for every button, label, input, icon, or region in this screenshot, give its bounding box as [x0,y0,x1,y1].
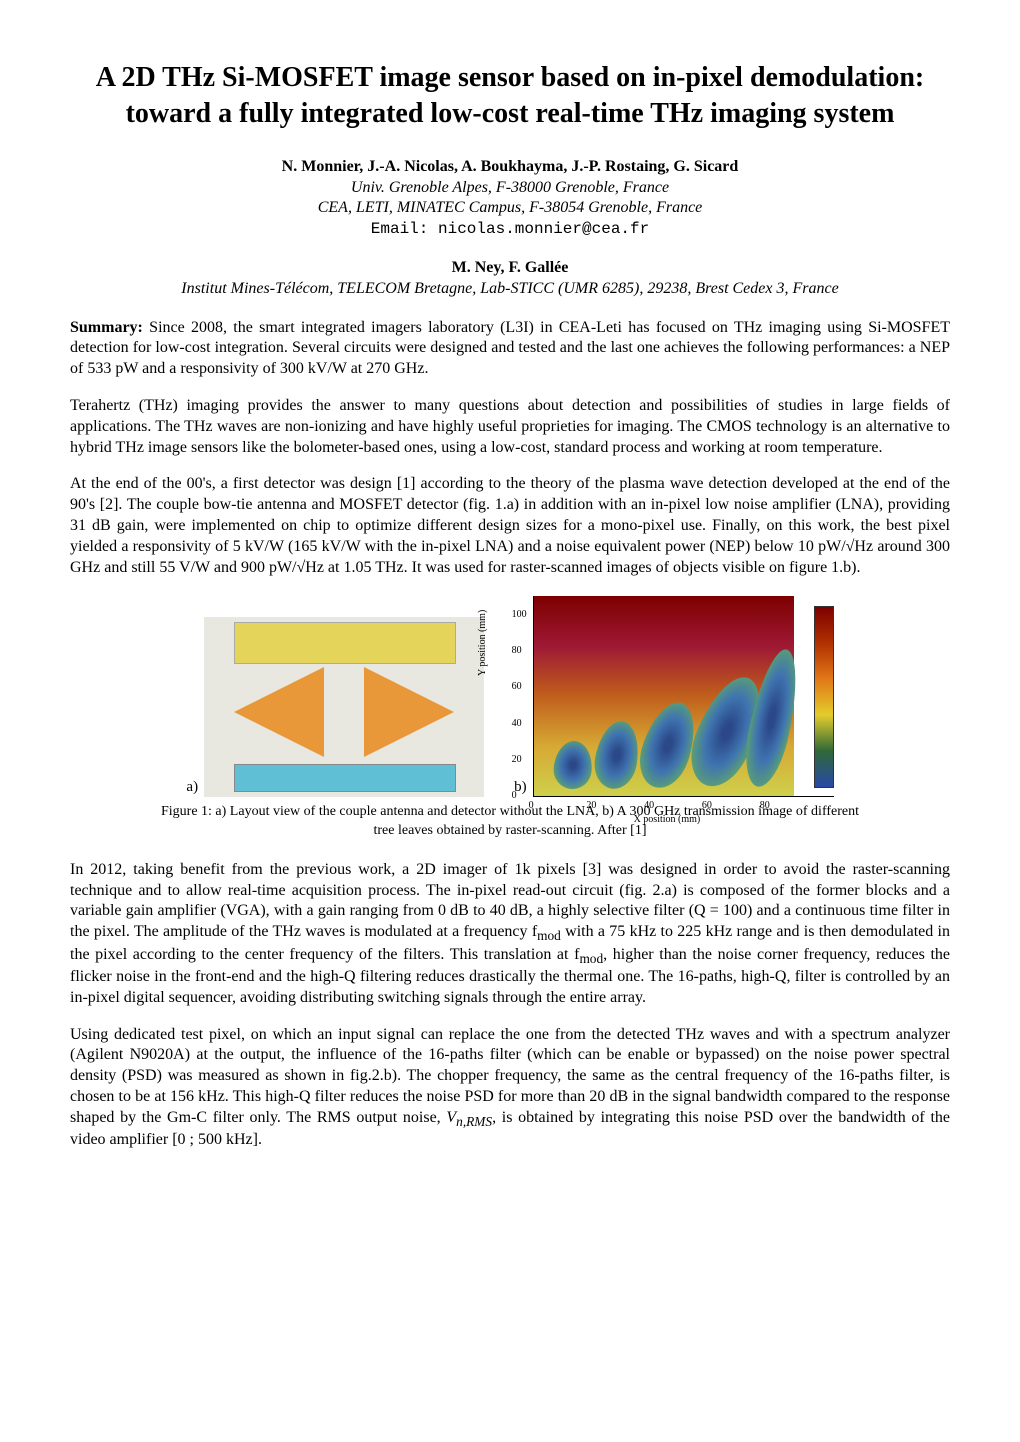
figure-1b-wrap: b) Y position (mm) X position (mm) 02040… [514,596,834,797]
email-address: nicolas.monnier@cea.fr [438,220,649,238]
x-tick: 40 [644,799,654,812]
figure-1a-label: a) [186,778,198,798]
para3-sub2: mod [579,951,603,966]
y-tick: 80 [512,644,522,657]
y-axis-label: Y position (mm) [476,610,489,676]
author-group-2: M. Ney, F. Gallée Institut Mines-Télécom… [70,258,950,300]
authors-line-1: N. Monnier, J.-A. Nicolas, A. Boukhayma,… [70,157,950,178]
para4-var: V [446,1109,456,1126]
para3-sub1: mod [537,928,561,943]
heatmap-colorbar [814,606,834,788]
email-label: Email: [371,220,438,238]
figure-1a-layout [204,617,484,797]
x-tick: 20 [586,799,596,812]
author-group-1: N. Monnier, J.-A. Nicolas, A. Boukhayma,… [70,157,950,240]
y-tick: 60 [512,680,522,693]
paragraph-1: Terahertz (THz) imaging provides the ans… [70,396,950,458]
y-tick: 40 [512,717,522,730]
para4-sub: n,RMS [456,1114,492,1129]
layout-patch-bottom [234,764,456,792]
y-tick: 100 [512,608,527,621]
paragraph-4: Using dedicated test pixel, on which an … [70,1025,950,1151]
summary-label: Summary: [70,319,149,336]
x-tick: 0 [529,799,534,812]
x-tick: 60 [702,799,712,812]
summary-section: Summary: Since 2008, the smart integrate… [70,318,950,380]
bowtie-antenna-right [364,667,454,757]
paragraph-3: In 2012, taking benefit from the previou… [70,860,950,1009]
paragraph-2: At the end of the 00's, a first detector… [70,474,950,578]
layout-patch-top [234,622,456,664]
summary-text: Since 2008, the smart integrated imagers… [70,319,950,378]
email-line: Email: nicolas.monnier@cea.fr [70,219,950,240]
affiliation-1a: Univ. Grenoble Alpes, F-38000 Grenoble, … [70,178,950,199]
bowtie-antenna-left [234,667,324,757]
x-axis-label: X position (mm) [634,813,701,826]
figure-1b-heatmap: Y position (mm) X position (mm) 02040608… [533,596,834,797]
figure-1a-wrap: a) [186,617,484,797]
authors-line-2: M. Ney, F. Gallée [70,258,950,279]
affiliation-2: Institut Mines-Télécom, TELECOM Bretagne… [70,279,950,300]
affiliation-1b: CEA, LETI, MINATEC Campus, F-38054 Greno… [70,198,950,219]
page-title: A 2D THz Si-MOSFET image sensor based on… [70,60,950,133]
figure-1: a) b) Y position (mm) X position (mm) 02… [70,596,950,797]
y-tick: 20 [512,753,522,766]
y-tick: 0 [512,789,517,802]
x-tick: 80 [760,799,770,812]
